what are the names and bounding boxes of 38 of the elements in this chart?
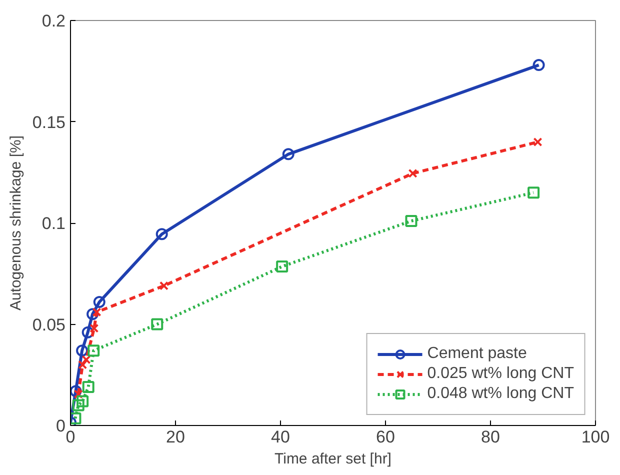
point <box>76 395 89 408</box>
x-tick-label: 20 <box>166 428 185 446</box>
point <box>276 260 288 273</box>
point <box>82 326 94 338</box>
point <box>86 308 99 320</box>
point <box>90 324 99 333</box>
y-tick-label: 0.05 <box>32 315 66 334</box>
point <box>78 360 88 370</box>
point <box>82 381 94 394</box>
legend-label: 0.048 wt% long CNT <box>427 385 574 403</box>
point <box>93 296 106 308</box>
x-axis-title: Time after set [hr] <box>274 450 392 468</box>
legend-label: Cement paste <box>427 345 527 363</box>
point <box>72 399 84 412</box>
legend-label: 0.025 wt% long CNT <box>427 365 574 383</box>
point <box>82 355 91 364</box>
point <box>533 137 542 147</box>
x-tick-label: 60 <box>376 428 395 446</box>
x-tick-label: 100 <box>581 428 610 446</box>
y-tick-label: 0.15 <box>32 112 66 132</box>
y-axis-title: Autogenous shrinkage [%] <box>7 135 24 311</box>
point <box>70 412 82 424</box>
x-tick-label: 80 <box>481 428 500 446</box>
point <box>405 214 418 227</box>
point <box>532 59 545 72</box>
point <box>159 281 168 290</box>
point <box>528 186 540 199</box>
point <box>88 344 100 357</box>
point <box>92 308 102 317</box>
point <box>74 390 83 399</box>
point <box>151 318 164 330</box>
point <box>156 228 168 240</box>
point <box>408 168 418 178</box>
y-tick-label: 0.2 <box>42 12 66 30</box>
y-tick-label: 0.1 <box>42 214 66 233</box>
point <box>76 344 88 357</box>
point <box>282 148 294 160</box>
x-tick-label: 40 <box>271 428 290 446</box>
